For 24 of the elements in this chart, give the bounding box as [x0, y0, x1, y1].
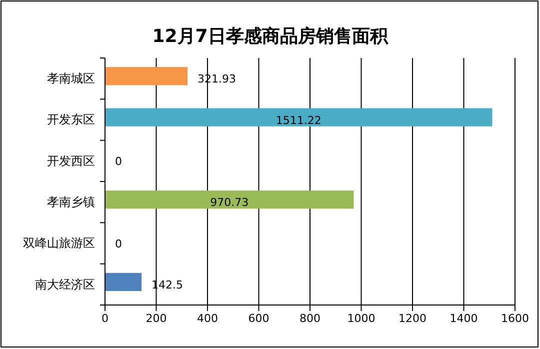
data-label: 1511.22 — [276, 114, 322, 127]
y-tick-label: 双峰山旅游区 — [23, 236, 95, 250]
bar — [105, 272, 142, 292]
x-tick-label: 400 — [197, 312, 218, 325]
x-tick-label: 0 — [102, 312, 108, 325]
x-tick-label: 1600 — [501, 312, 529, 325]
bar — [105, 67, 188, 86]
data-label: 0 — [115, 237, 122, 250]
x-tick-label: 1400 — [450, 312, 478, 325]
y-tick-label: 南大经济区 — [35, 277, 95, 292]
y-tick-label: 开发东区 — [47, 112, 95, 127]
x-tick-label: 200 — [146, 312, 167, 325]
data-label: 970.73 — [210, 196, 249, 210]
x-tick-label: 1200 — [398, 312, 426, 325]
x-tick-label: 800 — [300, 312, 320, 325]
x-tick-label: 1000 — [347, 312, 376, 325]
bar — [105, 190, 354, 209]
y-tick-label: 开发西区 — [47, 154, 95, 168]
chart-title: 12月7日孝感商品房销售面积 — [152, 26, 389, 47]
x-tick-label: 600 — [248, 312, 270, 325]
bar — [105, 108, 492, 126]
y-tick-label: 孝南乡镇 — [47, 194, 95, 209]
y-tick-label: 孝南城区 — [47, 71, 95, 86]
data-label: 0 — [115, 154, 122, 168]
